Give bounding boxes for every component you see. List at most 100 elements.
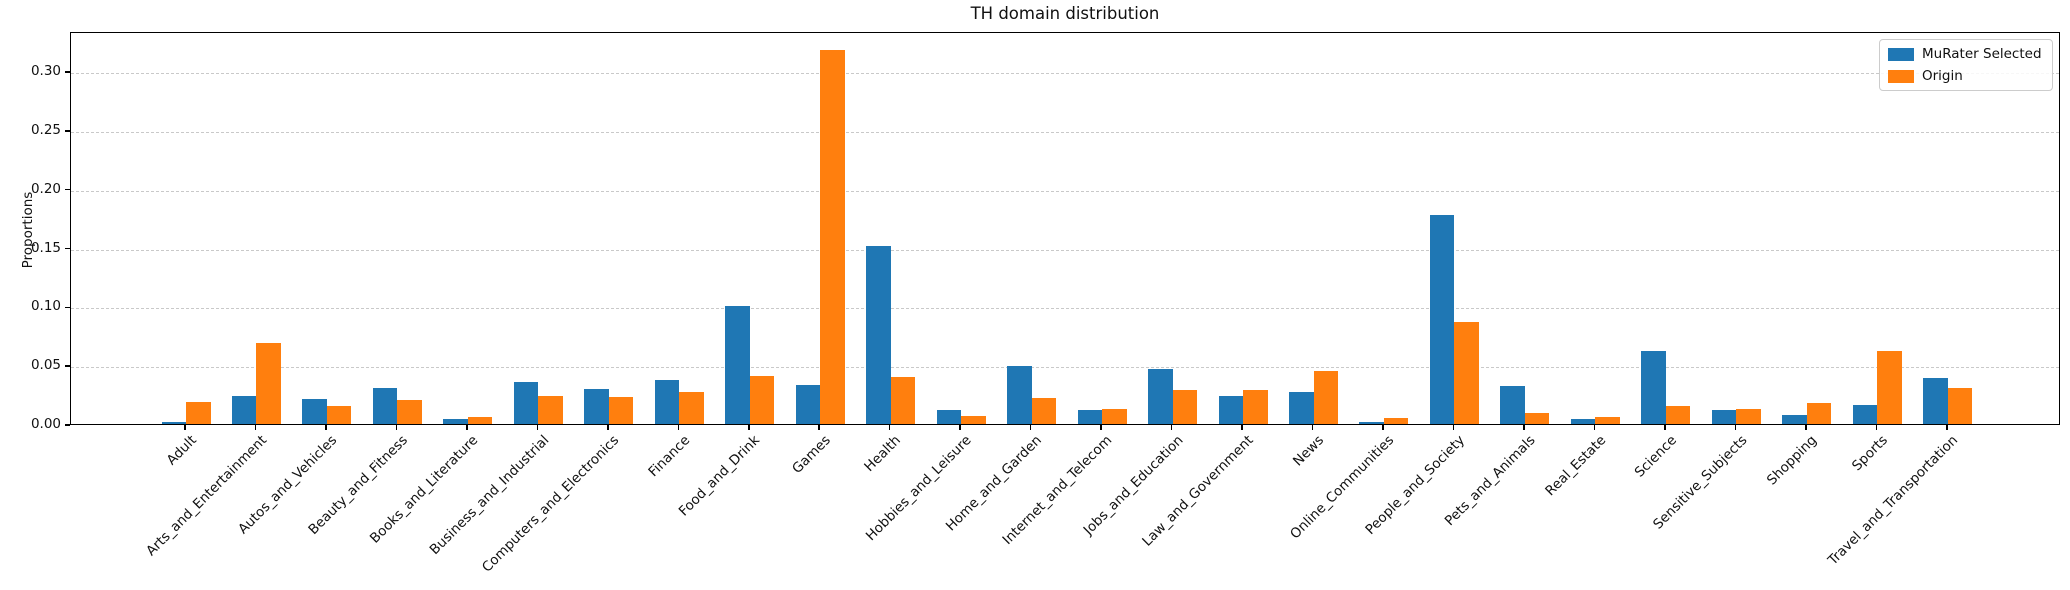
bar-murater-selected-sensitive_subjects (1711, 409, 1737, 424)
bar-origin-home_and_garden (1031, 398, 1057, 424)
bar-murater-selected-science (1641, 351, 1666, 424)
chart-title: TH domain distribution (970, 4, 1160, 23)
x-tick-label-science: Science (1631, 432, 1680, 481)
bar-origin-arts_and_entertainment (256, 342, 281, 424)
y-tick-label-0.15: 0.15 (30, 239, 61, 256)
bar-origin-autos_and_vehicles (326, 406, 352, 424)
x-tick-mark (607, 425, 609, 430)
x-tick-label-finance: Finance (645, 432, 693, 481)
bar-murater-selected-health (866, 246, 891, 424)
gridline-y-0.25 (71, 131, 2059, 133)
bar-origin-business_and_industrial (538, 395, 563, 424)
bar-murater-selected-arts_and_entertainment (231, 395, 257, 424)
bar-murater-selected-business_and_industrial (513, 381, 539, 424)
x-tick-mark (1100, 425, 1102, 430)
bar-murater-selected-jobs_and_education (1148, 368, 1173, 424)
y-tick-label-0.00: 0.00 (30, 416, 61, 432)
bar-origin-computers_and_electronics (608, 396, 634, 424)
x-tick-label-real_estate: Real_Estate (1542, 432, 1610, 500)
bar-murater-selected-law_and_government (1218, 395, 1244, 424)
x-tick-label-arts_and_entertainment: Arts_and_Entertainment (143, 432, 271, 560)
bar-origin-adult (186, 401, 211, 424)
bar-murater-selected-online_communities (1359, 421, 1384, 424)
bar-origin-books_and_literature (467, 416, 493, 424)
bar-origin-food_and_drink (749, 375, 775, 424)
x-tick-mark (184, 425, 186, 430)
x-tick-mark (1946, 425, 1948, 430)
x-tick-mark (1664, 425, 1666, 430)
x-tick-label-games: Games (789, 432, 834, 478)
x-tick-mark (677, 425, 680, 430)
bar-murater-selected-shopping (1782, 414, 1807, 424)
plot-area (70, 32, 2060, 425)
legend-item-murater-selected: MuRater Selected (1888, 46, 2042, 62)
x-tick-label-sports: Sports (1848, 432, 1891, 475)
bar-murater-selected-autos_and_vehicles (302, 399, 327, 424)
gridline-y-0.30 (71, 73, 2059, 74)
x-tick-mark (1029, 425, 1032, 430)
x-tick-mark (325, 425, 327, 430)
bar-murater-selected-people_and_society (1429, 214, 1455, 424)
y-tick-mark (65, 247, 70, 250)
x-tick-label-shopping: Shopping (1764, 432, 1821, 489)
bar-murater-selected-internet_and_telecom (1077, 409, 1103, 424)
bar-origin-sensitive_subjects (1736, 408, 1761, 424)
y-tick-mark (65, 130, 70, 132)
bar-murater-selected-travel_and_transportation (1923, 378, 1948, 424)
y-tick-label-0.10: 0.10 (30, 298, 61, 315)
x-tick-mark (254, 425, 257, 430)
x-tick-mark (1382, 425, 1384, 430)
y-tick-mark (65, 306, 70, 309)
bar-origin-beauty_and_fitness (397, 400, 422, 424)
bar-origin-online_communities (1383, 418, 1409, 424)
legend-swatch-murater-selected (1888, 47, 1914, 61)
x-tick-mark (1170, 425, 1173, 430)
y-tick-label-0.30: 0.30 (30, 63, 61, 79)
bar-origin-people_and_society (1454, 321, 1479, 424)
bar-murater-selected-news (1289, 392, 1314, 424)
bar-origin-real_estate (1595, 416, 1620, 424)
gridline-y-0.20 (71, 190, 2059, 192)
bar-murater-selected-real_estate (1570, 419, 1596, 424)
x-tick-mark (1452, 425, 1455, 430)
legend: MuRater Selected Origin (1879, 39, 2053, 91)
bar-origin-games (820, 49, 845, 424)
bar-origin-travel_and_transportation (1947, 387, 1973, 424)
bar-murater-selected-hobbies_and_leisure (936, 409, 962, 424)
bar-murater-selected-books_and_literature (443, 419, 468, 424)
bar-murater-selected-adult (161, 421, 186, 424)
legend-label-origin: Origin (1922, 68, 1963, 84)
bar-murater-selected-finance (654, 380, 680, 424)
legend-label-murater-selected: MuRater Selected (1922, 46, 2042, 62)
x-tick-mark (1875, 425, 1878, 430)
bar-murater-selected-home_and_garden (1007, 366, 1032, 424)
y-tick-label-0.20: 0.20 (30, 180, 61, 197)
x-tick-mark (888, 425, 891, 430)
y-tick-mark (65, 424, 70, 426)
x-tick-mark (1805, 425, 1807, 430)
y-tick-mark (65, 71, 70, 73)
legend-swatch-origin (1888, 69, 1914, 83)
bar-origin-hobbies_and_leisure (961, 415, 986, 424)
legend-item-origin: Origin (1888, 68, 2042, 84)
gridline-y-0.05 (71, 367, 2059, 369)
x-tick-label-business_and_industrial: Business_and_Industrial (426, 432, 552, 558)
bar-origin-news (1313, 371, 1339, 424)
x-tick-mark (959, 425, 961, 430)
x-tick-mark (748, 425, 750, 430)
bar-origin-law_and_government (1243, 389, 1268, 424)
x-tick-mark (466, 425, 468, 430)
bar-origin-finance (679, 392, 704, 424)
bar-origin-science (1665, 406, 1691, 424)
bar-murater-selected-food_and_drink (725, 306, 750, 424)
x-tick-mark (1241, 425, 1243, 430)
x-tick-mark (1523, 425, 1525, 430)
x-tick-label-travel_and_transportation: Travel_and_Transportation (1825, 432, 1962, 569)
bar-origin-jobs_and_education (1172, 389, 1198, 424)
bar-origin-internet_and_telecom (1102, 408, 1127, 424)
x-tick-mark (1734, 425, 1737, 430)
x-tick-mark (1311, 425, 1314, 430)
y-tick-label-0.25: 0.25 (30, 121, 61, 138)
bar-murater-selected-games (795, 385, 821, 424)
